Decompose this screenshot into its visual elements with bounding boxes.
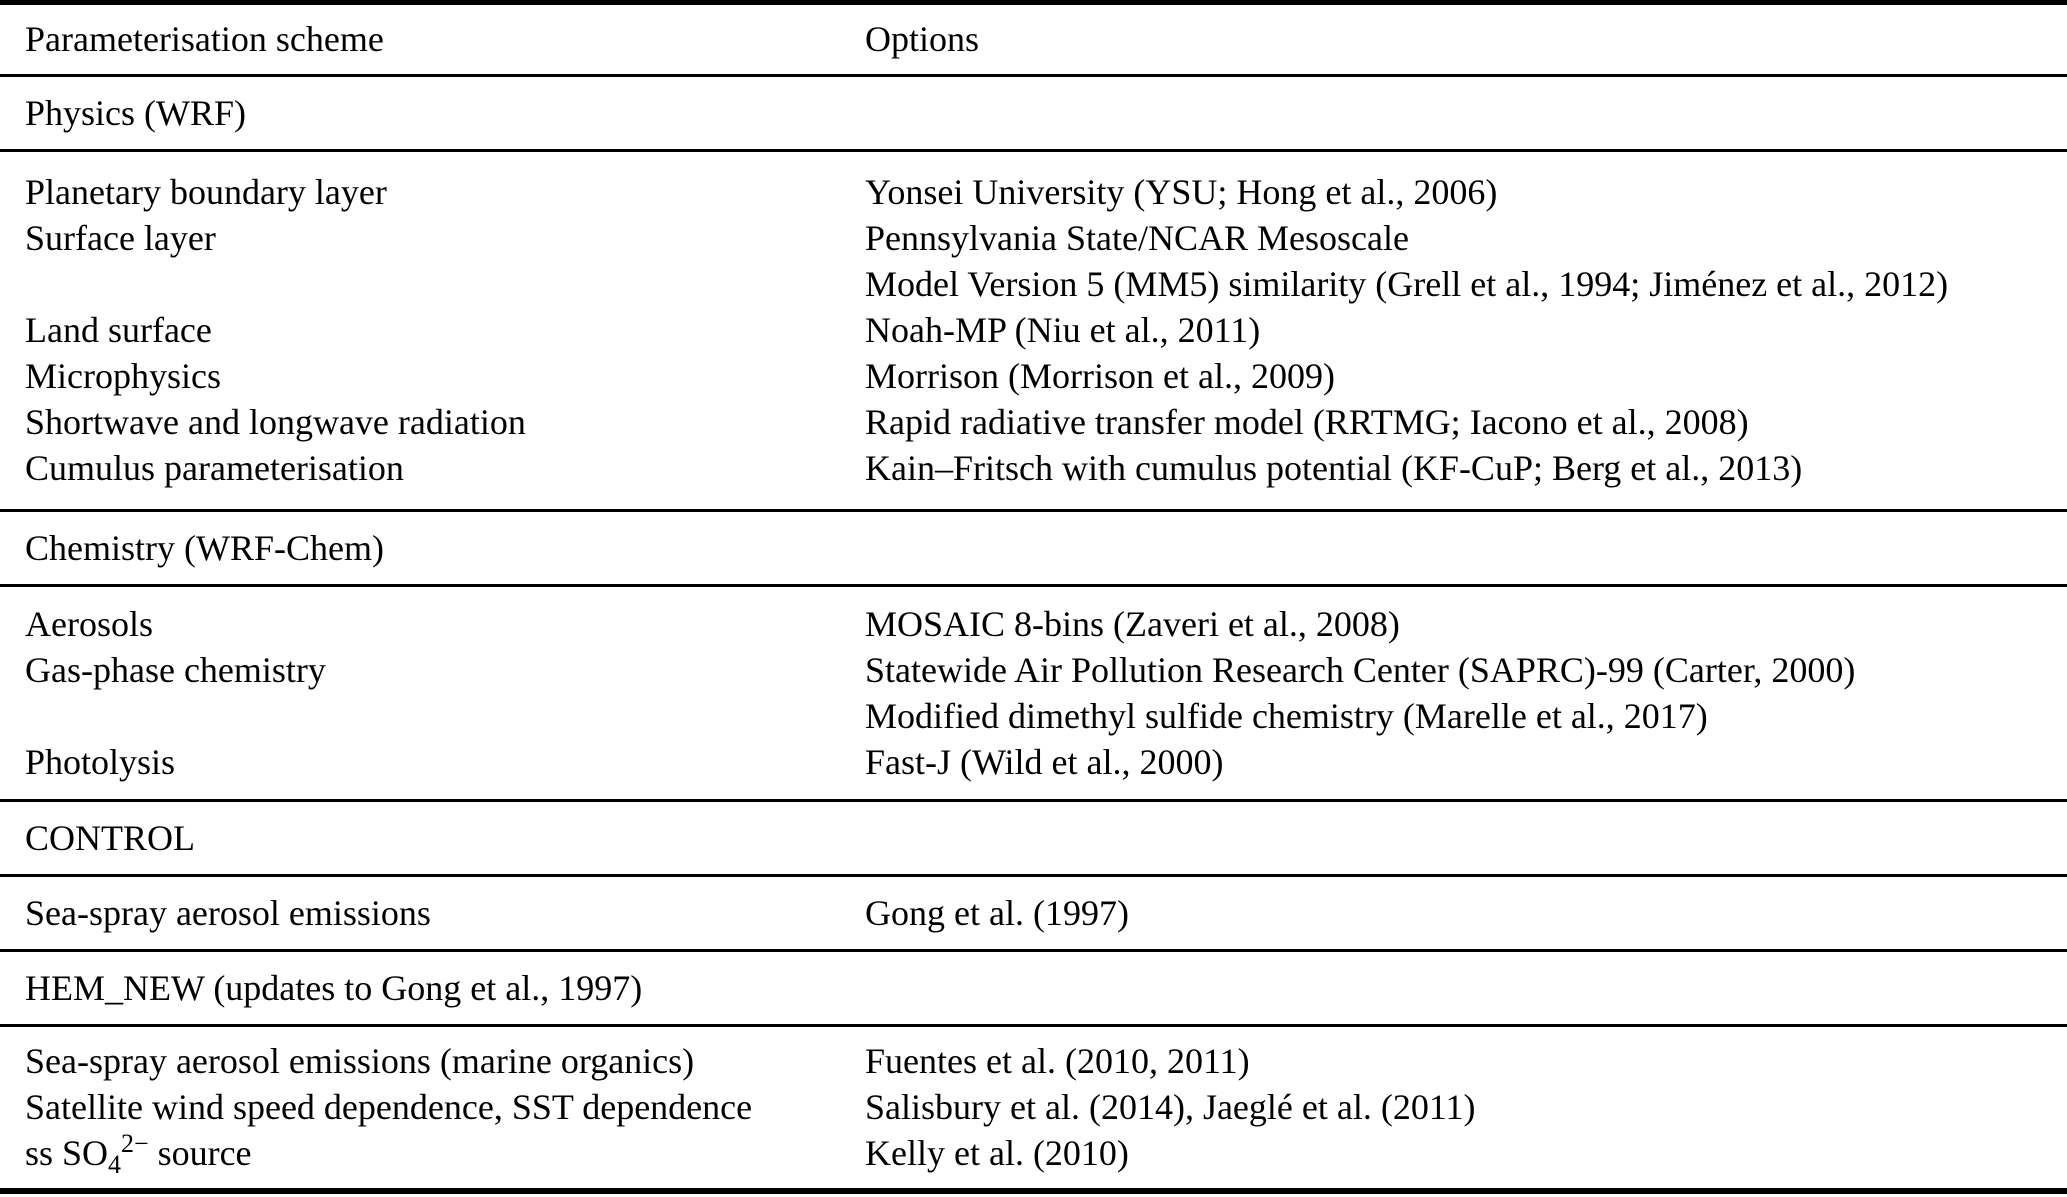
scheme-cell: Microphysics [25, 356, 221, 396]
scheme-cell: Sea-spray aerosol emissions [25, 893, 431, 933]
table-row: Satellite wind speed dependence, SST dep… [0, 1084, 2067, 1130]
subscript-text: 4 [108, 1150, 121, 1180]
option-cell: Statewide Air Pollution Research Center … [865, 650, 1856, 690]
scheme-cell [0, 261, 865, 307]
section-title: HEM_NEW (updates to Gong et al., 1997) [0, 952, 2067, 1027]
table-row: Planetary boundary layer Yonsei Universit… [0, 169, 2067, 215]
scheme-cell: Photolysis [25, 742, 176, 782]
table-row: Gas-phase chemistry Statewide Air Polluti… [0, 647, 2067, 693]
table-row: Sea-spray aerosol emissions Gong et al. (… [0, 890, 2067, 936]
option-cell: Morrison (Morrison et al., 2009) [865, 356, 1335, 396]
option-cell: Gong et al. (1997) [865, 893, 1129, 933]
section-title: Physics (WRF) [0, 77, 2067, 152]
option-cell: Rapid radiative transfer model (RRTMG; I… [865, 402, 1749, 442]
table-row: ss SO42− source Kelly et al. (2010) [0, 1129, 2067, 1180]
supscript-text: 2− [121, 1129, 149, 1158]
scheme-cell: Gas-phase chemistry [25, 650, 326, 690]
option-cell: Pennsylvania State/NCAR Mesoscale [865, 218, 1409, 258]
option-cell: MOSAIC 8-bins (Zaveri et al., 2008) [865, 604, 1400, 644]
scheme-cell [0, 693, 865, 739]
section-title: CONTROL [0, 802, 2067, 877]
option-cell: Modified dimethyl sulfide chemistry (Mar… [865, 696, 1708, 736]
option-cell: Salisbury et al. (2014), Jaeglé et al. (… [865, 1087, 1476, 1127]
option-cell: Fast-J (Wild et al., 2000) [865, 742, 1224, 782]
section-rows: Sea-spray aerosol emissions (marine orga… [0, 1027, 2067, 1188]
scheme-cell: ss SO42− source [25, 1129, 252, 1180]
table-row: Aerosols MOSAIC 8-bins (Zaveri et al., 20… [0, 601, 2067, 647]
scheme-cell: Aerosols [25, 604, 153, 644]
table-row: Land surface Noah-MP (Niu et al., 2011) [0, 307, 2067, 353]
option-cell: Model Version 5 (MM5) similarity (Grell … [865, 264, 1949, 304]
scheme-cell: Satellite wind speed dependence, SST dep… [25, 1087, 753, 1127]
scheme-cell: Sea-spray aerosol emissions (marine orga… [25, 1041, 695, 1081]
scheme-cell: Land surface [25, 310, 212, 350]
scheme-cell: Cumulus parameterisation [25, 448, 404, 488]
table-section: HEM_NEW (updates to Gong et al., 1997) Se… [0, 952, 2067, 1188]
scheme-cell: Planetary boundary layer [25, 172, 387, 212]
table-section: CONTROL Sea-spray aerosol emissions Gong e… [0, 802, 2067, 952]
section-rows: Sea-spray aerosol emissions Gong et al. (… [0, 877, 2067, 952]
option-cell: Yonsei University (YSU; Hong et al., 200… [865, 172, 1498, 212]
table-row: Sea-spray aerosol emissions (marine orga… [0, 1038, 2067, 1084]
column-header-options: Options [865, 19, 980, 59]
section-title: Chemistry (WRF-Chem) [0, 512, 2067, 587]
column-header-scheme: Parameterisation scheme [25, 19, 384, 59]
table-sections: Physics (WRF) Planetary boundary layer Yon… [0, 77, 2067, 1188]
option-cell: Noah-MP (Niu et al., 2011) [865, 310, 1261, 350]
option-cell: Fuentes et al. (2010, 2011) [865, 1041, 1250, 1081]
table-row: Microphysics Morrison (Morrison et al., 2… [0, 353, 2067, 399]
option-cell: Kelly et al. (2010) [865, 1133, 1129, 1173]
table-row: Photolysis Fast-J (Wild et al., 2000) [0, 739, 2067, 785]
scheme-cell: Shortwave and longwave radiation [25, 402, 526, 442]
table-row: Shortwave and longwave radiation Rapid ra… [0, 399, 2067, 445]
option-cell: Kain–Fritsch with cumulus potential (KF-… [865, 448, 1803, 488]
table-section: Chemistry (WRF-Chem) Aerosols MOSAIC 8-bin… [0, 512, 2067, 802]
table-row: Surface layer Pennsylvania State/NCAR Mes… [0, 215, 2067, 261]
table-row: Modified dimethyl sulfide chemistry (Mar… [0, 693, 2067, 739]
table-section: Physics (WRF) Planetary boundary layer Yon… [0, 77, 2067, 512]
table-header-row: Parameterisation scheme Options [0, 5, 2067, 77]
table-row: Model Version 5 (MM5) similarity (Grell … [0, 261, 2067, 307]
table-row: Cumulus parameterisation Kain–Fritsch wit… [0, 445, 2067, 491]
scheme-cell: Surface layer [25, 218, 216, 258]
section-rows: Planetary boundary layer Yonsei Universit… [0, 152, 2067, 512]
section-rows: Aerosols MOSAIC 8-bins (Zaveri et al., 20… [0, 587, 2067, 802]
